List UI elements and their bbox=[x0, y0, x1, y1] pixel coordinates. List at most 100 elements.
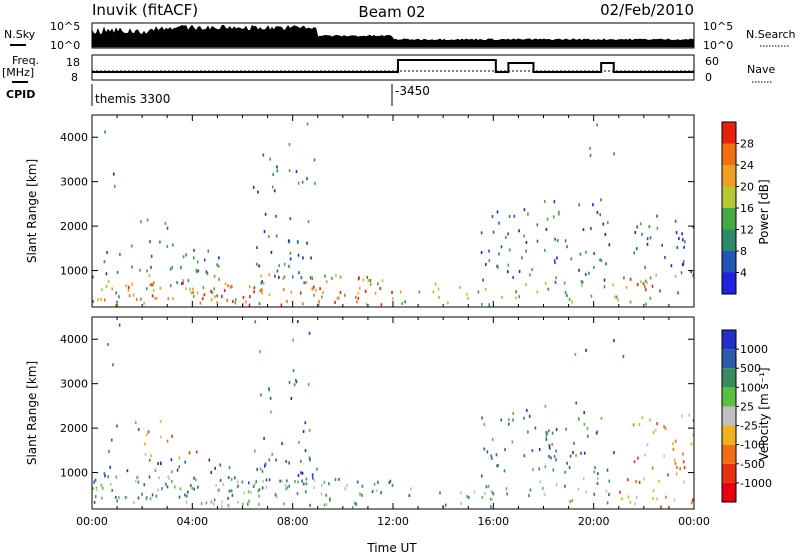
range-cell bbox=[193, 476, 195, 480]
colorbar-tick: -100 bbox=[740, 439, 765, 452]
range-cell bbox=[144, 452, 147, 456]
range-cell bbox=[124, 496, 127, 500]
range-cell bbox=[632, 423, 635, 427]
range-cell bbox=[283, 262, 286, 266]
range-cell bbox=[283, 275, 286, 279]
range-cell bbox=[346, 484, 349, 487]
range-cell bbox=[636, 247, 638, 251]
range-cell bbox=[208, 458, 211, 462]
range-cell bbox=[583, 451, 586, 455]
range-cell bbox=[564, 470, 566, 474]
colorbar-cell bbox=[722, 122, 736, 144]
range-cell bbox=[581, 280, 584, 284]
range-cell bbox=[692, 225, 695, 229]
range-cell bbox=[115, 291, 117, 295]
range-cell bbox=[189, 484, 192, 487]
colorbar-tick: 500 bbox=[740, 362, 761, 375]
range-cell bbox=[254, 449, 256, 453]
power-colorbar: 4 8 12 16 20 24 28 bbox=[721, 121, 754, 295]
range-cell bbox=[252, 185, 255, 189]
power-data bbox=[92, 122, 695, 308]
range-cell bbox=[172, 297, 174, 301]
range-cell bbox=[574, 352, 577, 356]
range-cell bbox=[285, 487, 287, 491]
colorbar-cell bbox=[722, 208, 736, 230]
range-cell bbox=[137, 480, 140, 484]
range-cell bbox=[253, 286, 256, 290]
range-cell bbox=[644, 453, 646, 457]
range-cell bbox=[259, 289, 261, 293]
range-cell bbox=[234, 476, 236, 480]
range-cell bbox=[262, 153, 265, 157]
range-cell bbox=[373, 482, 376, 486]
range-cell bbox=[497, 464, 499, 467]
range-cell bbox=[527, 430, 529, 434]
range-cell bbox=[234, 301, 237, 305]
range-cell bbox=[263, 230, 266, 234]
range-cell bbox=[391, 297, 394, 301]
range-cell bbox=[568, 297, 571, 301]
y-tick-label: 2000 bbox=[60, 422, 88, 435]
range-cell bbox=[649, 418, 651, 422]
range-cell bbox=[310, 275, 313, 279]
range-cell bbox=[614, 295, 616, 299]
range-cell bbox=[491, 215, 494, 218]
range-cell bbox=[603, 285, 606, 289]
range-cell bbox=[92, 300, 94, 303]
range-cell bbox=[231, 493, 234, 497]
range-cell bbox=[213, 287, 215, 291]
range-cell bbox=[148, 458, 151, 462]
range-cell bbox=[482, 278, 484, 282]
range-cell bbox=[93, 500, 96, 504]
range-cell bbox=[309, 458, 311, 462]
range-cell bbox=[276, 169, 279, 173]
range-cell bbox=[565, 427, 567, 431]
range-cell bbox=[536, 223, 539, 227]
colorbar-tick: 4 bbox=[740, 267, 747, 280]
range-cell bbox=[152, 288, 155, 292]
range-cell bbox=[438, 296, 440, 299]
range-cell bbox=[103, 260, 106, 264]
range-cell bbox=[316, 467, 318, 471]
range-cell bbox=[682, 452, 684, 456]
range-cell bbox=[556, 256, 558, 260]
range-cell bbox=[361, 484, 364, 488]
range-cell bbox=[262, 479, 264, 483]
range-cell bbox=[646, 443, 649, 447]
range-cell bbox=[308, 428, 311, 432]
range-cell bbox=[218, 277, 220, 281]
range-cell bbox=[321, 483, 323, 487]
range-cell bbox=[261, 469, 264, 473]
range-cell bbox=[323, 503, 326, 507]
range-cell bbox=[605, 489, 608, 493]
range-cell bbox=[589, 146, 591, 150]
range-cell bbox=[297, 474, 300, 477]
range-cell bbox=[150, 454, 152, 458]
range-cell bbox=[218, 256, 220, 260]
range-cell bbox=[529, 488, 532, 492]
range-cell bbox=[248, 481, 250, 485]
range-cell bbox=[485, 485, 488, 489]
range-cell bbox=[111, 488, 113, 492]
range-cell bbox=[255, 262, 258, 266]
range-cell bbox=[271, 452, 273, 456]
colorbar-tick: -500 bbox=[740, 458, 765, 471]
range-cell bbox=[488, 303, 491, 307]
range-cell bbox=[585, 250, 587, 254]
range-cell bbox=[306, 241, 308, 245]
colorbar-cell bbox=[722, 272, 736, 294]
range-cell bbox=[500, 418, 503, 422]
range-cell bbox=[600, 416, 603, 420]
range-cell bbox=[623, 276, 625, 280]
range-cell bbox=[545, 437, 548, 441]
colorbar-tick: 24 bbox=[740, 159, 754, 172]
range-cell bbox=[523, 454, 526, 458]
range-cell bbox=[690, 270, 692, 274]
range-cell bbox=[483, 447, 486, 451]
range-cell bbox=[688, 413, 690, 417]
range-cell bbox=[227, 496, 229, 500]
range-cell bbox=[288, 143, 291, 146]
range-cell bbox=[180, 266, 182, 270]
range-cell bbox=[118, 496, 121, 500]
range-cell bbox=[492, 437, 494, 441]
